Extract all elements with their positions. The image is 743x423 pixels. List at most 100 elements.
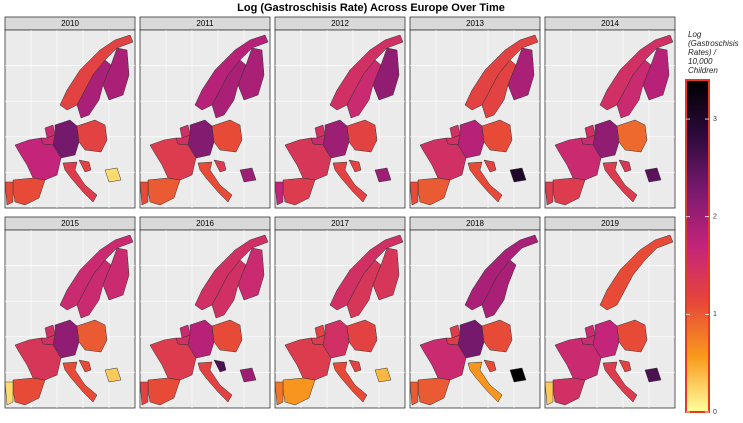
region xyxy=(409,181,419,206)
region xyxy=(213,359,227,373)
region xyxy=(76,119,108,153)
region xyxy=(592,119,620,159)
panel-label: 2012 xyxy=(331,19,349,28)
region xyxy=(618,359,632,373)
region xyxy=(554,337,602,381)
region xyxy=(348,159,362,173)
panel: 2019 xyxy=(544,216,676,409)
region xyxy=(104,367,122,383)
region xyxy=(507,47,535,101)
region xyxy=(592,319,620,359)
region xyxy=(483,159,497,173)
region xyxy=(618,159,632,173)
region xyxy=(467,161,503,203)
region xyxy=(346,319,378,353)
region xyxy=(197,161,233,203)
region xyxy=(554,137,602,181)
region xyxy=(4,181,14,206)
panel: 2010 xyxy=(4,16,136,209)
region xyxy=(419,137,467,181)
region xyxy=(322,319,350,359)
region xyxy=(599,234,674,311)
region xyxy=(417,177,451,206)
region xyxy=(239,167,257,183)
panel: 2011 xyxy=(139,16,271,209)
region xyxy=(419,337,467,381)
region xyxy=(187,319,215,359)
region xyxy=(372,47,400,101)
region xyxy=(332,361,368,403)
region xyxy=(282,377,316,406)
chart-title: Log (Gastroschisis Rate) Across Europe O… xyxy=(237,2,505,14)
panel: 2017 xyxy=(274,216,406,409)
region xyxy=(374,167,392,183)
panel-label: 2011 xyxy=(196,19,214,28)
panel-label: 2019 xyxy=(601,219,619,228)
region xyxy=(322,119,350,159)
region xyxy=(348,359,362,373)
panel-label: 2010 xyxy=(61,19,79,28)
region xyxy=(509,167,527,183)
region xyxy=(14,337,62,381)
region xyxy=(481,119,513,153)
region xyxy=(346,119,378,153)
region xyxy=(481,319,513,353)
region xyxy=(4,381,14,406)
colorbar-tick-label: 0 xyxy=(713,409,717,416)
region xyxy=(187,119,215,159)
panel-label: 2017 xyxy=(331,219,349,228)
region xyxy=(274,181,284,206)
region xyxy=(52,319,80,359)
region xyxy=(139,181,149,206)
region xyxy=(147,377,181,406)
panel-label: 2015 xyxy=(61,219,79,228)
colorbar-tick-label: 3 xyxy=(713,116,717,123)
panel: 2013 xyxy=(409,16,541,209)
region xyxy=(409,381,419,406)
legend-title: Log (Gastroschisis Rates) / 10,000 Child… xyxy=(688,30,739,75)
region xyxy=(104,167,122,183)
region xyxy=(52,119,80,159)
region xyxy=(213,159,227,173)
panel-label: 2016 xyxy=(196,219,214,228)
colorbar-tick-label: 1 xyxy=(713,311,717,318)
region xyxy=(239,367,257,383)
region xyxy=(644,367,662,383)
region xyxy=(467,361,503,403)
region xyxy=(602,161,638,203)
panel-label: 2013 xyxy=(466,19,484,28)
region xyxy=(76,319,108,353)
region xyxy=(211,319,243,353)
region xyxy=(211,119,243,153)
region xyxy=(457,319,485,359)
panel: 2012 xyxy=(274,16,406,209)
colorbar xyxy=(685,79,710,413)
panel: 2016 xyxy=(139,216,271,409)
region xyxy=(149,337,197,381)
panel: 2018 xyxy=(409,216,541,409)
panel: 2014 xyxy=(544,16,676,209)
region xyxy=(237,247,265,301)
region xyxy=(332,161,368,203)
region xyxy=(102,47,130,101)
region xyxy=(197,361,233,403)
region xyxy=(509,367,527,383)
region xyxy=(616,119,648,153)
region xyxy=(62,161,98,203)
region xyxy=(544,381,554,406)
region xyxy=(552,377,586,406)
region xyxy=(616,319,648,353)
region xyxy=(282,177,316,206)
region xyxy=(102,247,130,301)
region xyxy=(14,137,62,181)
region xyxy=(457,119,485,159)
region xyxy=(12,377,46,406)
region xyxy=(78,359,92,373)
panel: 2015 xyxy=(4,216,136,409)
panel-label: 2018 xyxy=(466,219,484,228)
region xyxy=(417,377,451,406)
region xyxy=(284,137,332,181)
region xyxy=(642,47,670,101)
region xyxy=(78,159,92,173)
